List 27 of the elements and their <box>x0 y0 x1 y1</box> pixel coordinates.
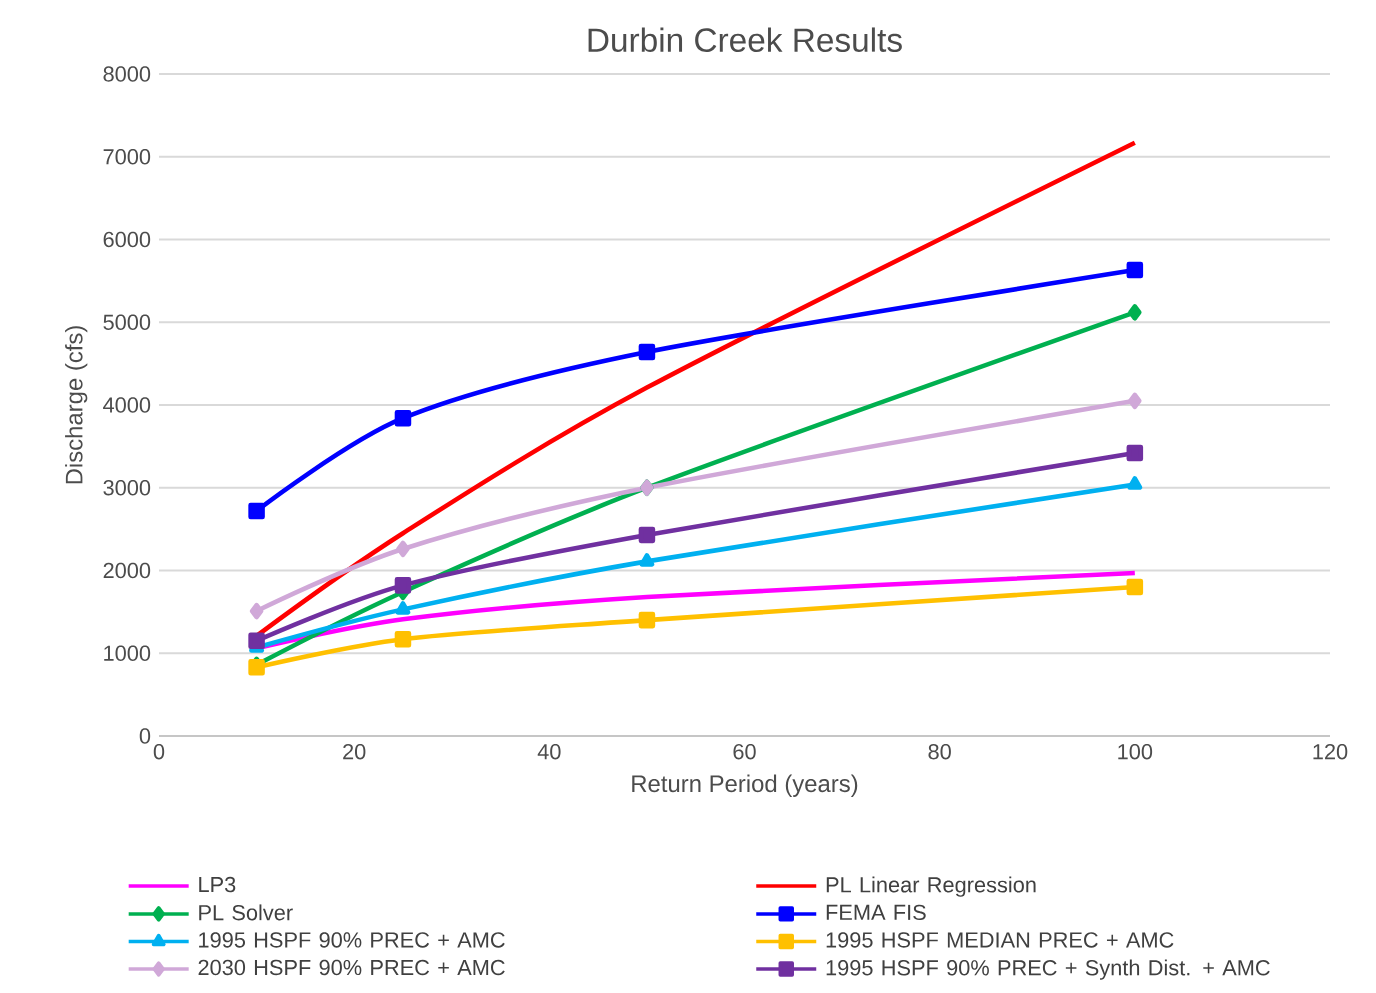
legend-label: 1995 HSPF MEDIAN PREC + AMC <box>826 932 1174 948</box>
legend-label: PL Linear Regression <box>826 876 1036 898</box>
y-tick-label: 0 <box>139 728 151 744</box>
chart-title: Durbin Creek Results <box>588 27 902 53</box>
legend-label: 1995 HSPF 90% PREC + Synth Dist. + AMC <box>826 959 1270 980</box>
y-tick-label: 8000 <box>103 66 151 82</box>
x-tick-label: 60 <box>733 744 756 760</box>
y-tick-label: 1000 <box>104 645 151 662</box>
y-tick-label: 2000 <box>103 562 151 579</box>
y-tick-label: 5000 <box>103 314 151 331</box>
x-tick-label: 120 <box>1313 744 1348 760</box>
legend-label: LP3 <box>199 877 236 893</box>
y-tick-label: 6000 <box>103 231 151 248</box>
y-tick-label: 3000 <box>103 480 151 496</box>
legend-label: PL Solver <box>199 904 293 921</box>
x-tick-label: 40 <box>537 744 561 760</box>
legend-label: 2030 HSPF 90% PREC + AMC <box>198 959 505 976</box>
x-tick-label: 20 <box>343 744 366 760</box>
x-tick-label: 0 <box>153 744 165 760</box>
y-tick-label: 7000 <box>103 149 151 165</box>
legend-label: FEMA FIS <box>826 904 926 921</box>
x-axis-title: Return Period (years) <box>632 774 858 798</box>
y-axis-title: Discharge (cfs) <box>65 326 88 484</box>
legend-label: 1995 HSPF 90% PREC + AMC <box>199 932 505 948</box>
x-tick-label: 80 <box>928 744 951 760</box>
x-tick-label: 100 <box>1118 744 1153 760</box>
y-tick-label: 4000 <box>103 397 151 413</box>
